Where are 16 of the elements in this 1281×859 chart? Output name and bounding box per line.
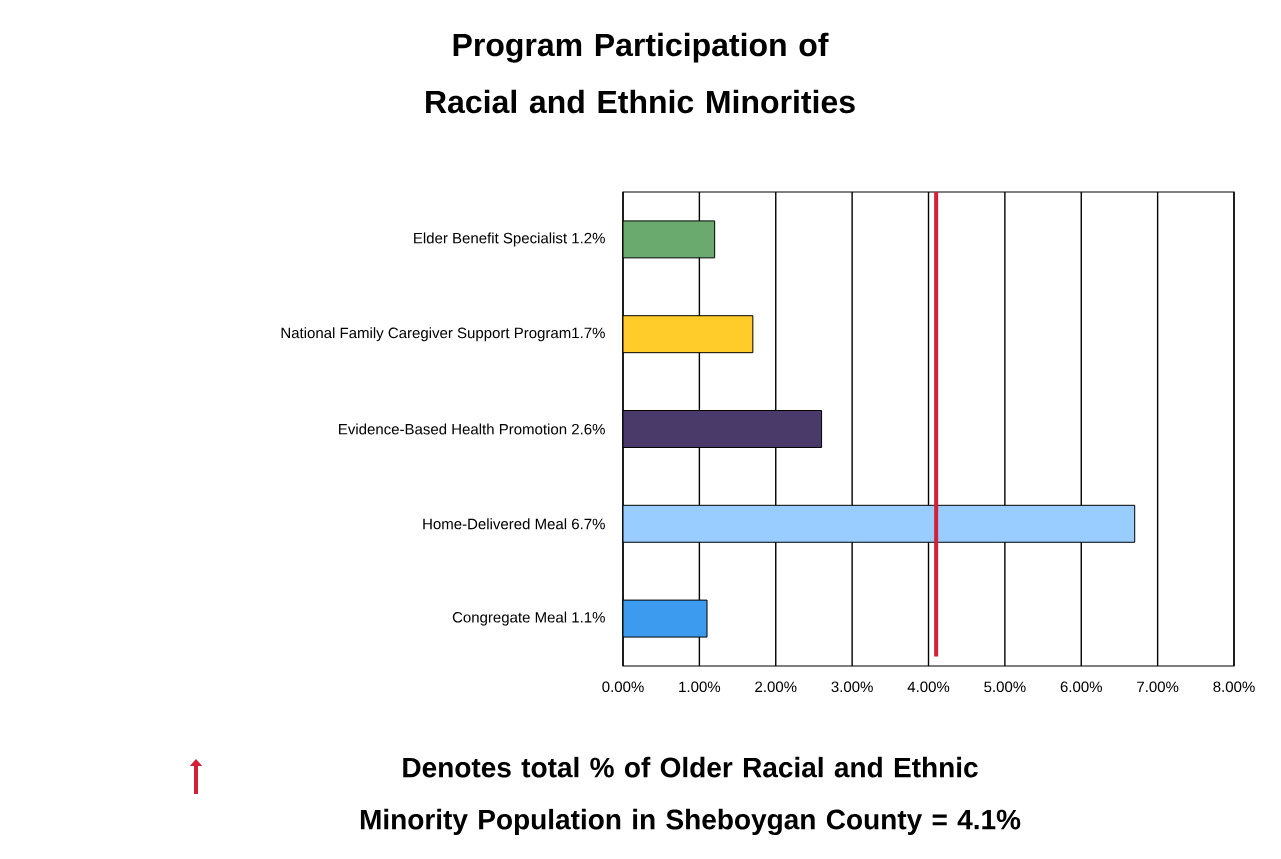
y-tick-label: Elder Benefit Specialist 1.2% — [414, 232, 605, 247]
x-tick-label: 5.00% — [984, 681, 1026, 693]
x-tick-label: 2.00% — [755, 681, 797, 693]
y-tick-label: Home-Delivered Meal 6.7% — [423, 518, 605, 530]
y-tick-label: Evidence-Based Health Promotion 2.6% — [339, 423, 605, 435]
x-tick-label: 7.00% — [1137, 681, 1179, 693]
y-tick-label: National Family Caregiver Support Program1.7% — [281, 327, 605, 342]
x-tick-label: 3.00% — [831, 681, 873, 693]
x-tick-label: 1.00% — [679, 681, 721, 693]
chart-title: Program Participation of Racial and Ethnic Minorities — [426, 32, 855, 114]
text: Denotes total % of Older Racial and Ethnic Minority Population in Sheboygan County = 4.1% — [360, 756, 1021, 836]
x-tick-label: 0.00% — [602, 681, 644, 693]
x-tick-label: 8.00% — [1213, 681, 1255, 693]
x-tick-label: 4.00% — [907, 681, 950, 693]
x-tick-label: 6.00% — [1060, 681, 1102, 693]
y-tick-label: Congregate Meal 1.1% — [452, 611, 605, 626]
